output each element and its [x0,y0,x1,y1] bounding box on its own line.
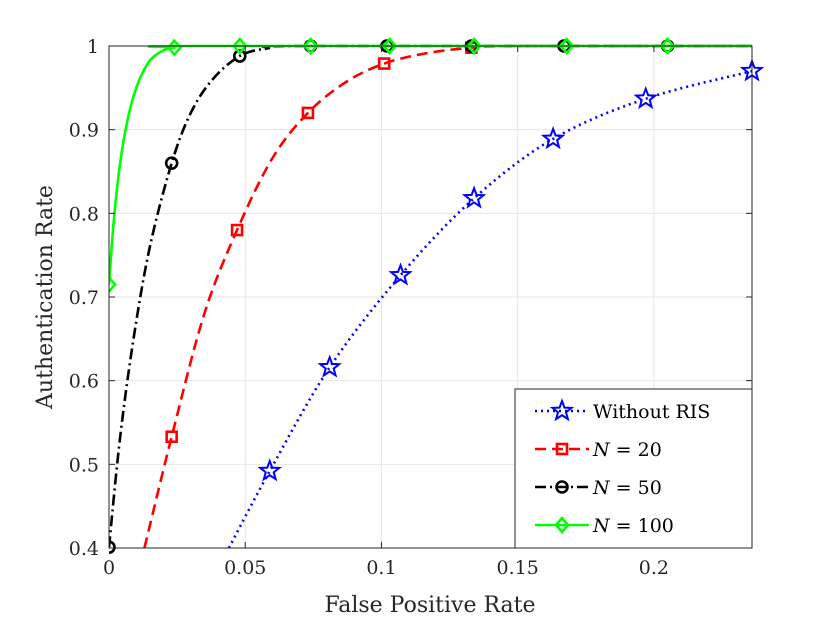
ticks: 0 0.05 0.1 0.15 0.2 0.4 0.5 0.6 0.7 0.8 0.9 1 [69,36,752,579]
legend-marker [555,442,569,456]
x-tick-label: 0.15 [497,557,539,579]
y-tick-label: 0.9 [69,120,99,142]
x-tick-label: 0.1 [366,557,396,579]
legend-label: N = 50 [592,477,662,499]
data-point [633,85,658,110]
legend-label: N = 100 [592,515,674,537]
x-tick-label: 0 [103,557,115,579]
legend: Without RIS N = 20 N = 50 N = 100 [514,388,753,549]
data-point [165,430,178,444]
data-point [540,126,566,150]
data-point [257,458,282,482]
legend-entry: N = 20 [535,439,662,461]
data-point [377,57,391,70]
y-tick-label: 0.7 [69,287,99,309]
legend-entry: Without RIS [535,398,710,423]
legend-label: N = 20 [592,439,662,461]
legend-box [514,388,753,549]
data-point [659,37,676,55]
y-tick-label: 0.4 [69,538,99,560]
legend-entry: N = 50 [535,477,662,499]
x-tick-label: 0.05 [224,557,266,579]
data-point [109,540,116,554]
data-point [232,37,248,55]
data-point [232,49,247,63]
data-point [164,156,179,170]
data-point [301,106,315,120]
data-point [559,37,575,55]
y-tick-label: 0.6 [69,371,99,393]
data-point [461,185,487,209]
y-tick-label: 0.5 [69,454,99,476]
legend-marker [555,480,569,494]
x-axis-label: False Positive Rate [324,593,535,618]
series-line [109,44,752,548]
data-point [302,37,319,55]
data-point [317,354,342,378]
data-point [381,37,398,55]
legend-marker [554,516,570,534]
y-tick-label: 0.8 [69,203,99,225]
data-point [466,37,482,55]
data-point [388,262,413,286]
legend-entry: N = 100 [535,515,674,537]
y-axis-label: Authentication Rate [33,185,58,410]
data-point [166,38,183,57]
legend-marker [549,398,575,422]
legend-label: Without RIS [593,401,710,423]
data-point [109,275,117,294]
x-tick-label: 0.2 [639,557,669,579]
y-tick-label: 1 [87,36,99,58]
data-point [230,223,244,237]
